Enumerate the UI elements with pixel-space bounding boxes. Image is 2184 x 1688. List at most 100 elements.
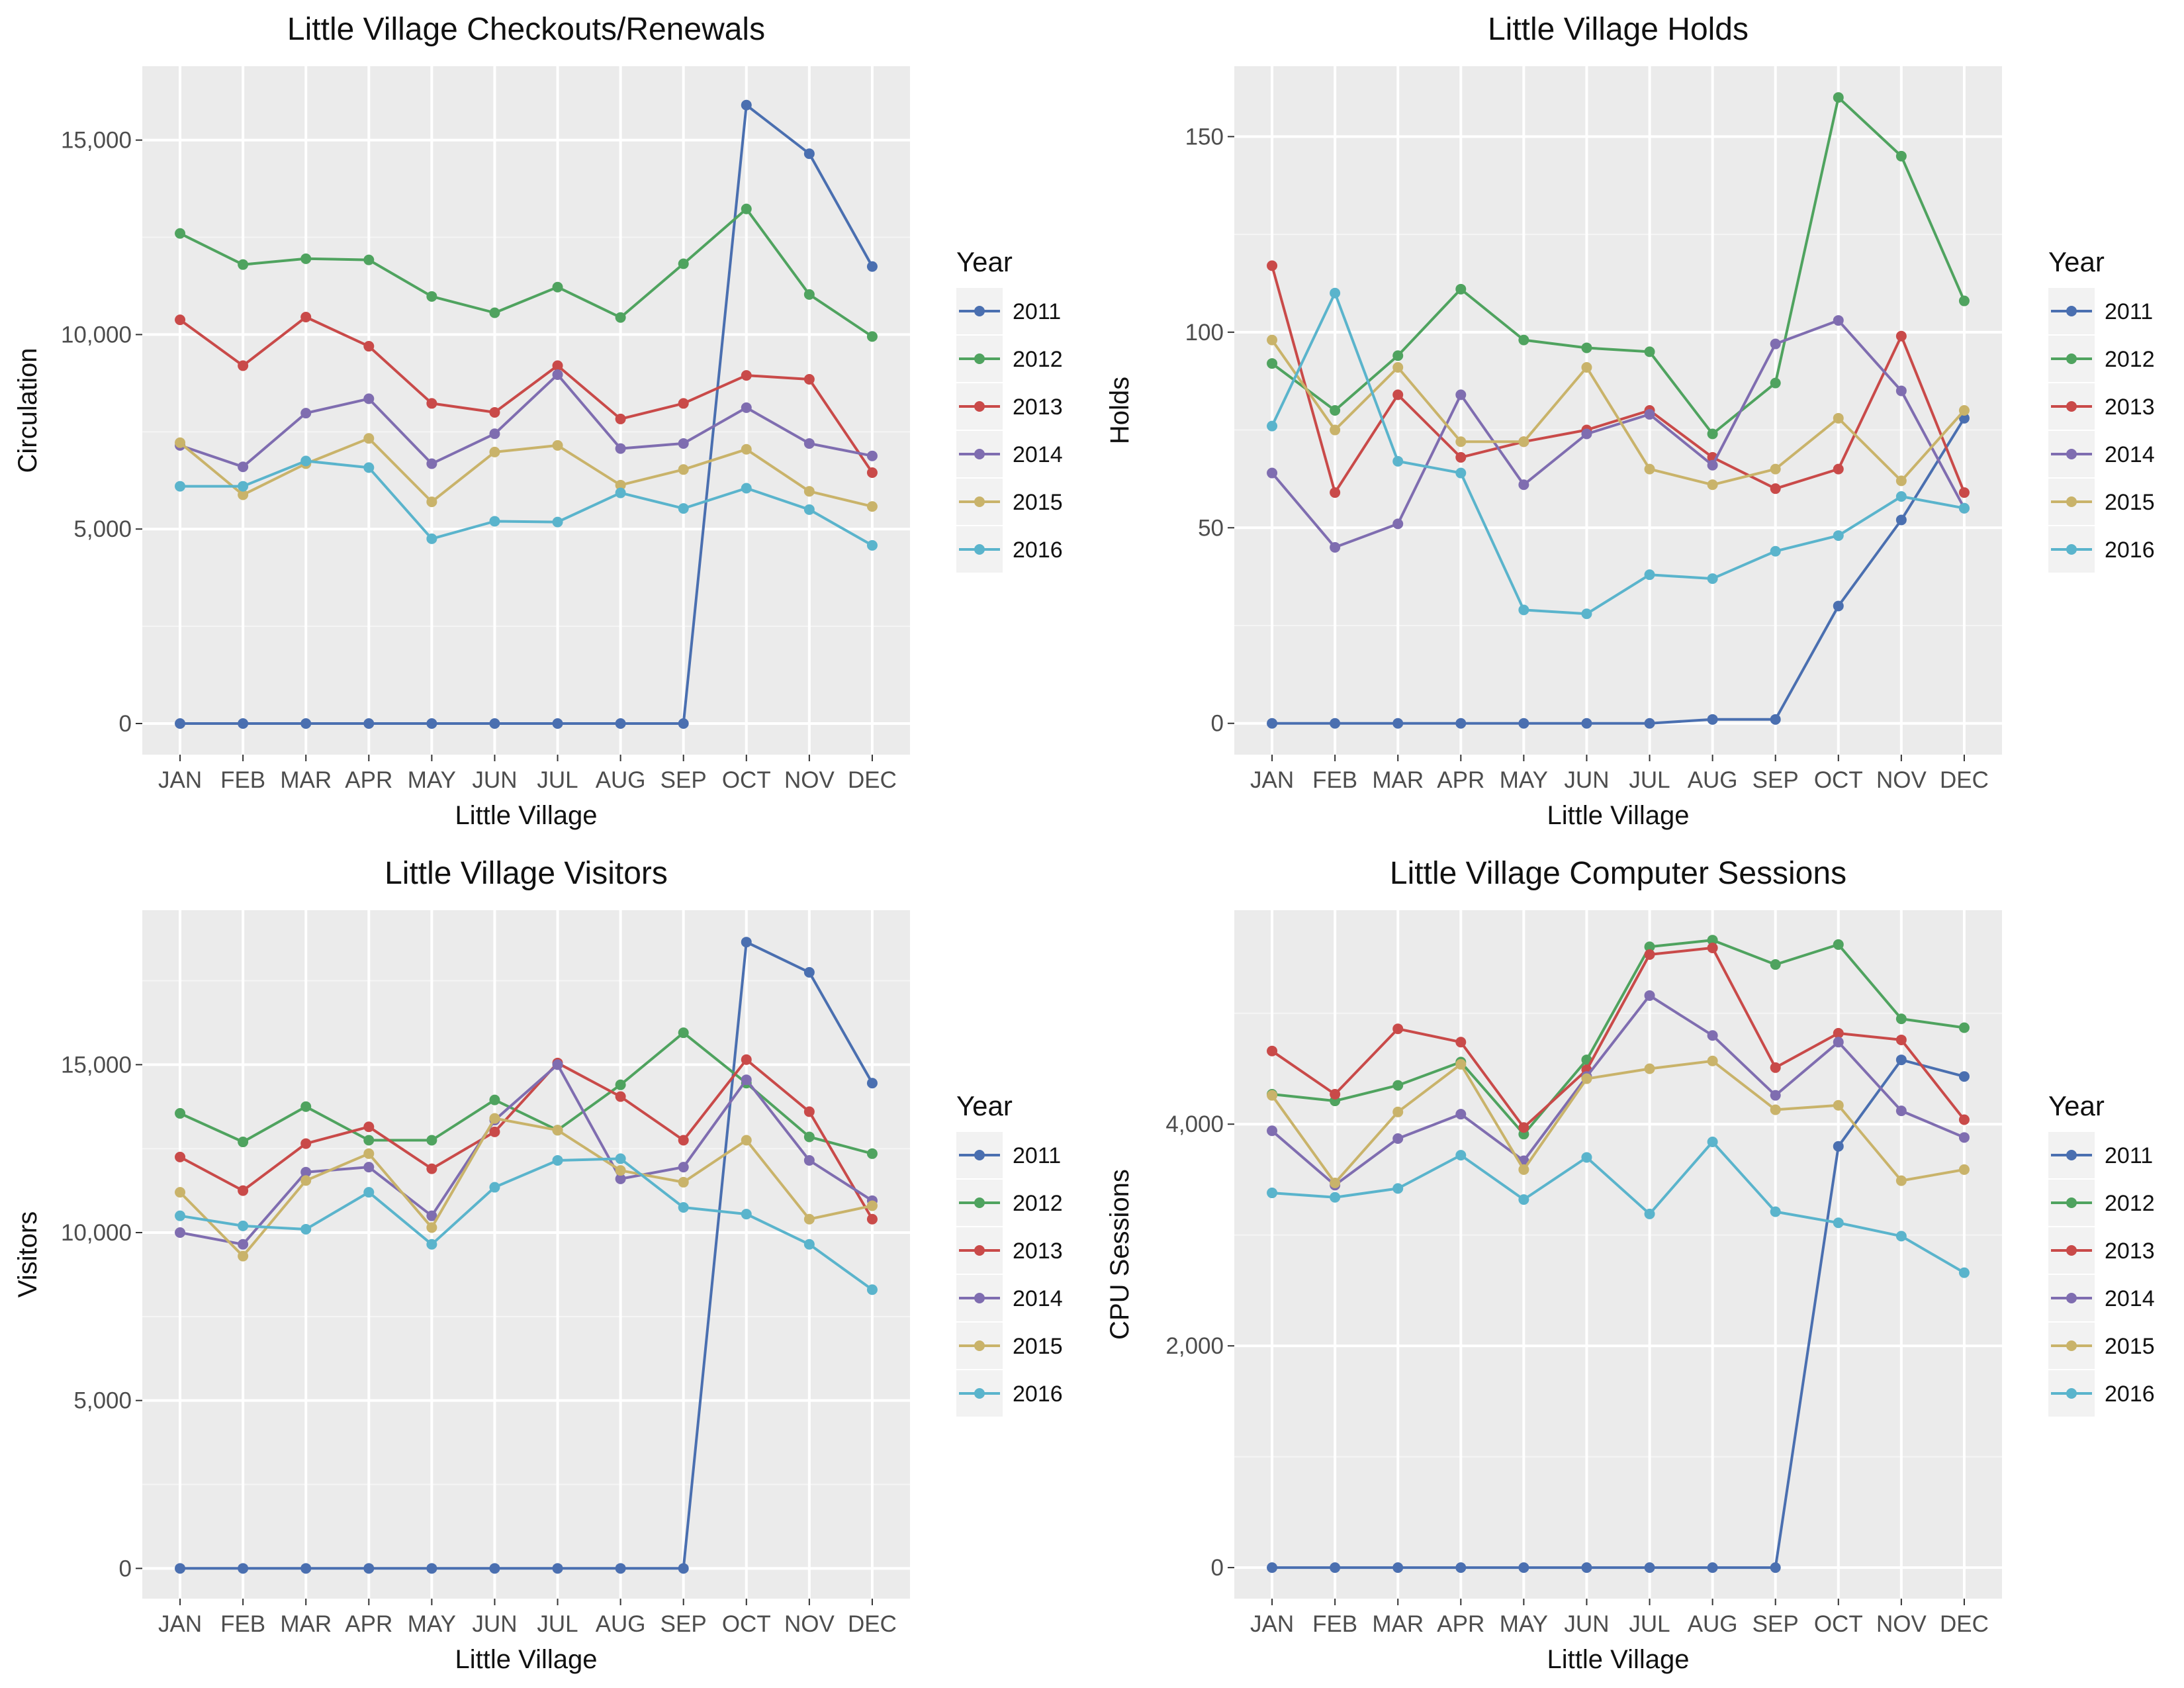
data-point-2015 <box>1330 424 1341 436</box>
data-point-2012 <box>1392 350 1404 361</box>
data-point-2011 <box>238 1563 249 1574</box>
data-point-2015 <box>1455 436 1467 447</box>
y-tick-label: 15,000 <box>61 1052 132 1078</box>
x-tick-label: MAR <box>1372 1611 1424 1637</box>
data-point-2014 <box>363 393 375 404</box>
x-axis-title: Little Village <box>455 801 598 830</box>
data-point-2016 <box>1833 1217 1844 1229</box>
data-point-2016 <box>1267 420 1278 432</box>
data-point-2015 <box>1581 362 1592 373</box>
legend-title: Year <box>2048 1090 2105 1121</box>
data-point-2016 <box>803 1239 815 1250</box>
legend-item-2013: 2013 <box>2048 383 2155 430</box>
data-point-2011 <box>1644 718 1655 729</box>
data-point-2011 <box>1895 514 1907 526</box>
data-point-2011 <box>552 718 563 729</box>
x-tick-label: MAY <box>408 1611 456 1637</box>
data-point-2011 <box>615 1563 626 1574</box>
legend-label: 2012 <box>1013 347 1063 372</box>
data-point-2013 <box>678 1135 689 1146</box>
data-point-2013 <box>866 1213 878 1225</box>
data-point-2012 <box>426 1135 437 1146</box>
data-point-2015 <box>1518 436 1529 447</box>
data-point-2016 <box>866 539 878 551</box>
data-point-2016 <box>489 1182 500 1193</box>
x-tick-label: FEB <box>220 767 265 793</box>
x-tick-label: APR <box>1437 767 1484 793</box>
data-point-2016 <box>1958 1267 1970 1278</box>
x-tick-label: JAN <box>158 767 202 793</box>
legend-key-point <box>2066 449 2077 459</box>
x-tick-label: APR <box>1437 1611 1484 1637</box>
data-point-2013 <box>1455 451 1467 463</box>
data-point-2012 <box>238 1137 249 1148</box>
data-point-2015 <box>363 433 375 444</box>
x-tick-label: APR <box>345 767 392 793</box>
data-point-2016 <box>866 1284 878 1295</box>
data-point-2012 <box>1330 405 1341 416</box>
data-point-2015 <box>866 1200 878 1211</box>
chart-panel-holds: Little Village Holds 0 50 100 150 JAN FEB MAR AP… <box>1092 0 2184 844</box>
data-point-2011 <box>1392 718 1404 729</box>
y-axis-title: Circulation <box>13 348 42 473</box>
y-tick-label: 5,000 <box>73 516 132 542</box>
data-point-2016 <box>1895 1231 1907 1242</box>
data-point-2012 <box>1267 358 1278 369</box>
y-tick-label: 4,000 <box>1165 1111 1224 1137</box>
data-point-2012 <box>175 228 186 239</box>
data-point-2016 <box>678 503 689 514</box>
x-tick-label: NOV <box>784 1611 835 1637</box>
data-point-2016 <box>1707 573 1718 585</box>
series-line-2013 <box>179 1058 874 1220</box>
data-point-2013 <box>238 360 249 371</box>
data-point-2012 <box>1958 1022 1970 1033</box>
data-point-2015 <box>678 1176 689 1188</box>
data-point-2013 <box>1644 949 1655 960</box>
x-tick-label: JUN <box>1564 767 1609 793</box>
data-point-2013 <box>866 467 878 479</box>
y-tick-label: 0 <box>1211 711 1224 737</box>
data-point-2015 <box>238 489 249 500</box>
legend-label: 2015 <box>2105 1334 2155 1359</box>
data-point-2011 <box>1770 1562 1781 1573</box>
series-line-2014 <box>179 373 873 469</box>
data-point-2014 <box>678 438 689 449</box>
data-point-2015 <box>1644 1063 1655 1074</box>
data-point-2015 <box>1392 1106 1404 1117</box>
legend-label: 2012 <box>1013 1191 1063 1216</box>
legend-label: 2011 <box>2105 299 2153 324</box>
data-point-2016 <box>1707 1137 1718 1148</box>
data-point-2015 <box>175 1187 186 1198</box>
series-line-2016 <box>180 459 873 547</box>
legend-key-point <box>974 1388 985 1399</box>
legend-item-2014: 2014 <box>2048 431 2155 477</box>
data-point-2012 <box>175 1107 186 1119</box>
data-point-2015 <box>489 1113 500 1124</box>
data-point-2011 <box>1644 1562 1655 1573</box>
data-point-2016 <box>1644 569 1655 581</box>
chart-panel-computer-sessions: Little Village Computer Sessions 0 2,000 4,… <box>1092 844 2184 1688</box>
data-point-2015 <box>1267 334 1278 346</box>
data-point-2013 <box>300 1138 312 1149</box>
data-point-2013 <box>678 398 689 409</box>
data-point-2016 <box>489 516 500 527</box>
data-point-2013 <box>741 1054 752 1065</box>
data-point-2016 <box>1581 608 1592 620</box>
data-point-2014 <box>300 408 312 419</box>
legend-key-point <box>2066 1340 2077 1351</box>
data-point-2013 <box>1770 483 1781 494</box>
legend-item-2011: 2011 <box>956 1132 1061 1178</box>
legend-key-point <box>974 353 985 364</box>
legend-label: 2011 <box>1013 299 1061 324</box>
y-axis-title: CPU Sessions <box>1105 1169 1134 1340</box>
data-point-2011 <box>741 99 752 111</box>
data-point-2011 <box>363 1563 375 1574</box>
data-point-2012 <box>1581 342 1592 353</box>
computer-sessions-chart: Little Village Computer Sessions 0 2,000 4,… <box>1105 856 2155 1674</box>
legend-key-point <box>2066 1150 2077 1160</box>
series-line-2012 <box>1271 96 1966 436</box>
legend-label: 2015 <box>1013 1334 1063 1359</box>
data-point-2015 <box>1833 1100 1844 1111</box>
y-tick-label: 100 <box>1185 320 1224 346</box>
legend-key-point <box>2066 401 2077 412</box>
